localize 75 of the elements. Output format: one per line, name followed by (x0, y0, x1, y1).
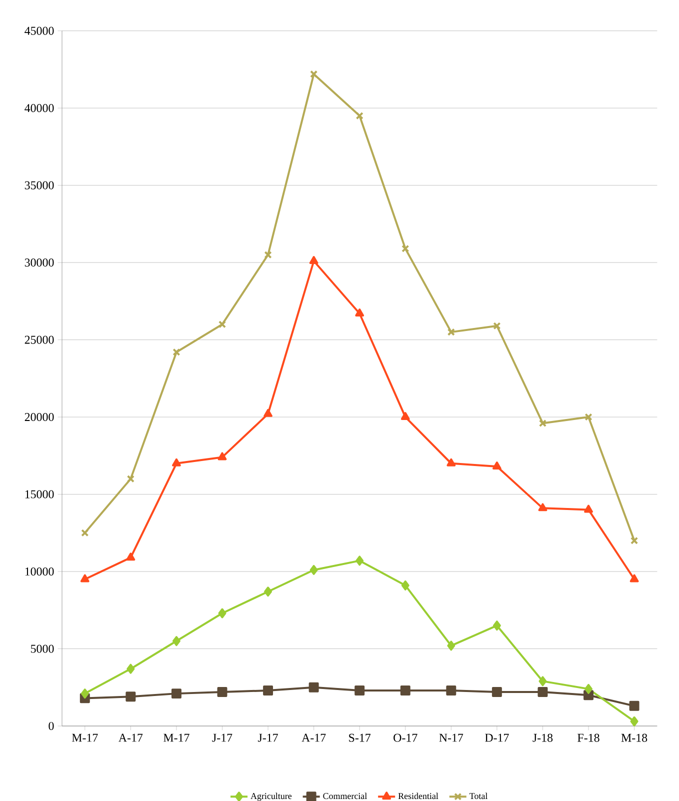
point (630, 716, 638, 726)
x-tick-label: J-18 (532, 734, 553, 742)
y-tick-label: 10000 (25, 567, 54, 576)
point (309, 256, 318, 264)
x-tick-label: O-17 (394, 734, 418, 742)
point (629, 700, 640, 711)
point (218, 608, 226, 618)
point (538, 676, 547, 686)
point (264, 586, 272, 597)
point (264, 408, 272, 417)
point (171, 688, 182, 699)
point (172, 636, 180, 646)
point (402, 244, 410, 252)
x-tick-label: N-17 (439, 734, 464, 742)
point (446, 685, 456, 696)
point (492, 461, 502, 470)
y-tick-label: 25000 (24, 336, 54, 344)
point (217, 687, 228, 697)
y-tick-label: 20000 (24, 413, 54, 422)
point (538, 503, 548, 512)
point (538, 419, 547, 428)
legend-label: Total (470, 792, 488, 800)
point (356, 112, 364, 120)
point (263, 685, 274, 696)
point (264, 251, 272, 259)
point (354, 685, 365, 696)
point (584, 413, 592, 421)
point (218, 320, 226, 328)
point (126, 475, 134, 483)
point (493, 322, 501, 330)
point (355, 308, 364, 317)
point (218, 452, 227, 460)
x-tick-label: M-17 (164, 734, 190, 742)
point (400, 412, 410, 420)
x-tick-label: M-18 (621, 734, 648, 742)
y-tick-label: 45000 (24, 26, 54, 35)
y-tick-label: 30000 (24, 258, 54, 267)
y-tick-label: 15000 (25, 490, 54, 498)
x-tick-label: S-17 (349, 734, 371, 742)
x-tick-label: J-17 (212, 734, 232, 742)
point (492, 687, 502, 697)
point (584, 684, 592, 694)
point (310, 70, 318, 78)
point (126, 692, 136, 702)
point (400, 685, 410, 696)
point (80, 574, 90, 582)
point (126, 664, 135, 674)
x-tick-label: D-17 (484, 734, 509, 742)
point (446, 458, 456, 466)
point (447, 640, 456, 651)
point (630, 574, 639, 582)
x-tick-label: M-17 (72, 734, 98, 742)
legend-label: Residential (398, 792, 438, 800)
point (538, 687, 548, 697)
point (401, 580, 410, 590)
legend-label: Commercial (323, 792, 367, 800)
x-tick-label: A-17 (118, 734, 143, 742)
x-tick-label: A-17 (302, 734, 326, 742)
y-tick-label: 35000 (24, 181, 54, 190)
legend-label: Agriculture (250, 792, 292, 801)
point (584, 504, 593, 513)
y-tick-label: 0 (48, 722, 54, 730)
point (310, 564, 318, 575)
point (447, 328, 455, 336)
point (80, 688, 89, 699)
x-tick-label: J-17 (258, 734, 278, 742)
x-tick-label: F-18 (578, 734, 600, 742)
point (126, 552, 136, 561)
point (172, 348, 180, 356)
y-tick-label: 40000 (24, 104, 54, 112)
point (356, 556, 364, 566)
point (492, 620, 501, 631)
point (308, 682, 319, 692)
y-tick-label: 5000 (31, 644, 54, 653)
point (172, 458, 181, 466)
